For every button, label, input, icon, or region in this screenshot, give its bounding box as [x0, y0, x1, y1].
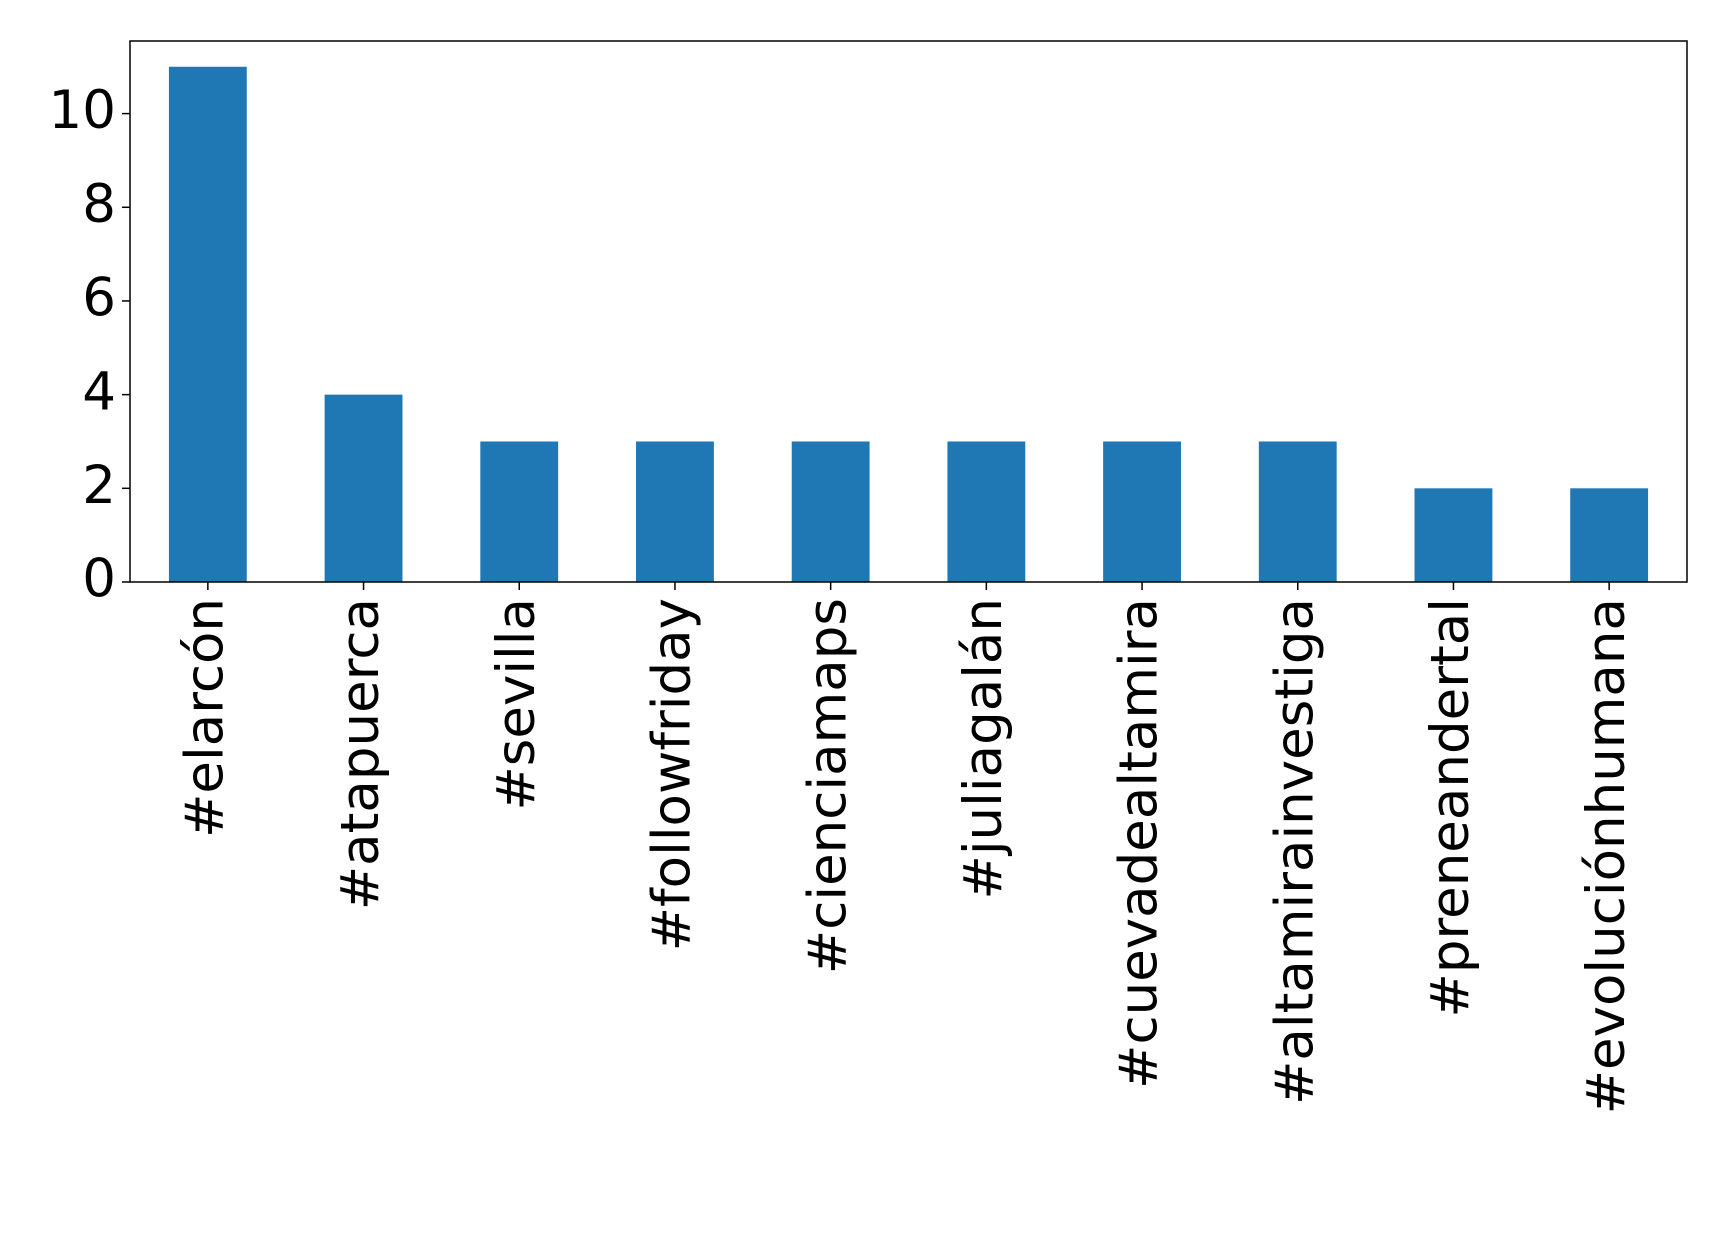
x-tick-label: #altamirainvestiga [1264, 598, 1325, 1105]
y-tick-label: 8 [82, 174, 116, 235]
x-tick-label: #preneandertal [1420, 598, 1481, 1018]
y-tick-label: 0 [82, 549, 116, 610]
y-tick-label: 6 [82, 268, 116, 329]
x-tick-label: #juliagalán [953, 598, 1014, 900]
bar [168, 66, 247, 582]
y-tick-label: 4 [82, 361, 116, 422]
y-tick-label: 2 [82, 455, 116, 516]
x-tick-label: #sevilla [486, 598, 547, 811]
bar [791, 441, 870, 582]
x-tick-label: #evoluciónhumana [1576, 598, 1637, 1114]
x-tick-label: #cuevadealtamira [1109, 598, 1170, 1089]
bar [1258, 441, 1337, 582]
x-tick-label: #atapuerca [330, 598, 391, 910]
bar [480, 441, 559, 582]
x-tick-label: #cienciamaps [797, 598, 858, 974]
bar [1103, 441, 1181, 582]
bar [636, 441, 714, 582]
bar [1414, 488, 1493, 582]
x-tick-label: #followfriday [642, 598, 703, 951]
bar [324, 394, 403, 582]
y-tick-label: 10 [49, 80, 116, 141]
bar [947, 441, 1026, 582]
plot-frame [129, 40, 1688, 583]
bar [1570, 488, 1649, 582]
x-tick-label: #elarcón [174, 598, 235, 838]
